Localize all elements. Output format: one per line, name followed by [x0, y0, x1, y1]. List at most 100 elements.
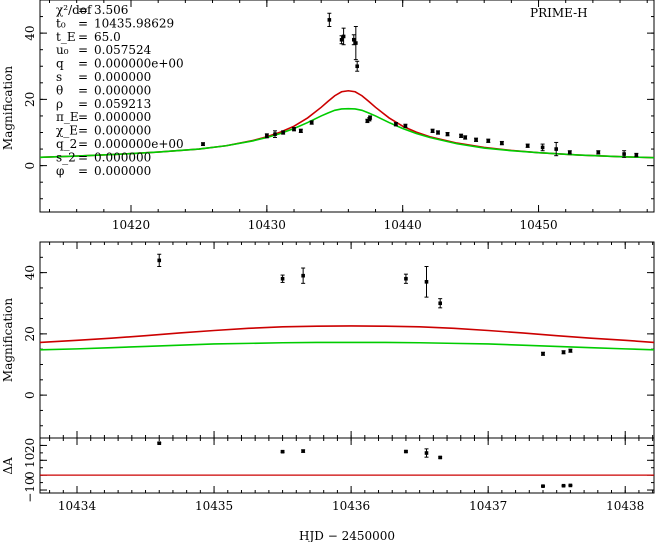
x-tick-label: 10430	[248, 218, 286, 232]
data-point	[280, 276, 285, 281]
param-name: π_E	[56, 110, 79, 124]
y-tick-label: 20	[23, 438, 37, 453]
data-point	[404, 276, 408, 281]
x-tick-label: 10450	[519, 218, 557, 232]
data-point	[561, 483, 566, 488]
y-tick-label: 20	[23, 92, 37, 107]
param-equals: =	[78, 110, 88, 124]
param-value: 0.000000	[94, 70, 151, 84]
data-point	[474, 137, 478, 142]
param-value: 0.000000	[94, 150, 151, 164]
data-point	[301, 273, 305, 278]
param-name: q	[56, 57, 64, 71]
data-point	[309, 120, 314, 125]
data-point	[540, 145, 545, 150]
middle-ylabel: Magnification	[1, 298, 15, 382]
param-value: 0.000000e+00	[94, 137, 184, 151]
data-point	[567, 150, 572, 155]
data-point	[301, 449, 305, 453]
data-point	[541, 484, 545, 488]
param-value: 0.057524	[94, 43, 152, 57]
param-value: 0.000000e+00	[94, 57, 184, 71]
data-point	[459, 134, 463, 138]
data-point	[292, 127, 296, 131]
param-value: 10435.98629	[94, 16, 174, 30]
data-point	[561, 350, 566, 355]
xlabel: HJD − 2450000	[299, 529, 395, 542]
data-point	[355, 64, 359, 69]
data-point	[404, 449, 408, 454]
param-name: t_E	[56, 30, 76, 44]
param-value: 0.059213	[94, 97, 151, 111]
param-value: 0.000000	[94, 83, 151, 97]
data-point	[299, 129, 303, 133]
data-point	[351, 37, 356, 42]
middle-points	[157, 253, 573, 356]
top-ylabel: Magnification	[1, 66, 15, 150]
top-panel-frame	[39, 0, 655, 213]
observatory-label: PRIME-H	[530, 6, 588, 20]
data-point	[327, 18, 332, 22]
data-point	[281, 130, 285, 135]
param-name: ρ	[56, 97, 63, 111]
param-equals: =	[78, 150, 88, 164]
data-point	[394, 122, 398, 127]
middle-panel: 0 20 40 Magnification	[1, 241, 655, 439]
data-point	[265, 134, 269, 138]
param-value: 65.0	[94, 30, 121, 44]
param-name: χ²/dof	[56, 3, 93, 17]
middle-panel-frame	[39, 241, 655, 439]
x-tick-label: 10434	[58, 499, 97, 513]
data-point	[568, 348, 573, 353]
param-name: χ_E	[56, 124, 78, 138]
data-point	[341, 34, 346, 39]
model-curve-1	[40, 107, 654, 159]
param-name: u₀	[56, 43, 69, 57]
data-point	[424, 280, 429, 284]
model-curve-0	[40, 325, 654, 344]
middle-ticks: 0 20 40	[23, 241, 654, 438]
param-equals: =	[78, 43, 88, 57]
y-tick-label: 0	[23, 391, 37, 399]
data-point	[634, 153, 639, 157]
data-point	[596, 150, 601, 155]
param-equals: =	[78, 57, 88, 71]
y-tick-label: 0	[23, 471, 37, 479]
model-curve-1	[40, 341, 654, 351]
param-value: 0.000000	[94, 164, 151, 178]
param-name: θ	[56, 83, 63, 97]
data-point	[368, 115, 372, 120]
y-tick-label: 40	[23, 265, 37, 280]
data-point	[280, 449, 285, 454]
param-equals: =	[78, 137, 88, 151]
data-point	[430, 129, 435, 133]
data-point	[157, 441, 162, 446]
data-point	[424, 451, 429, 455]
data-point	[354, 41, 358, 45]
data-point	[365, 119, 370, 123]
param-name: s_2	[56, 150, 76, 164]
param-equals: =	[78, 70, 88, 84]
param-equals: =	[78, 16, 88, 30]
param-equals: =	[78, 124, 88, 138]
data-point	[201, 142, 205, 146]
param-equals: =	[78, 30, 88, 44]
data-point	[463, 135, 467, 140]
param-equals: =	[78, 164, 88, 178]
param-equals: =	[78, 83, 88, 97]
data-point	[438, 455, 442, 460]
data-point	[157, 258, 162, 263]
y-tick-label: −10	[23, 477, 37, 502]
data-point	[273, 132, 277, 136]
y-tick-label: 0	[23, 162, 37, 170]
data-point	[554, 147, 558, 151]
y-tick-label: 10	[23, 453, 37, 468]
param-name: φ	[56, 164, 64, 178]
data-point	[622, 152, 626, 156]
param-name: t₀	[56, 16, 66, 30]
data-point	[438, 301, 442, 306]
x-tick-label: 10437	[469, 499, 507, 513]
data-point	[445, 132, 450, 136]
